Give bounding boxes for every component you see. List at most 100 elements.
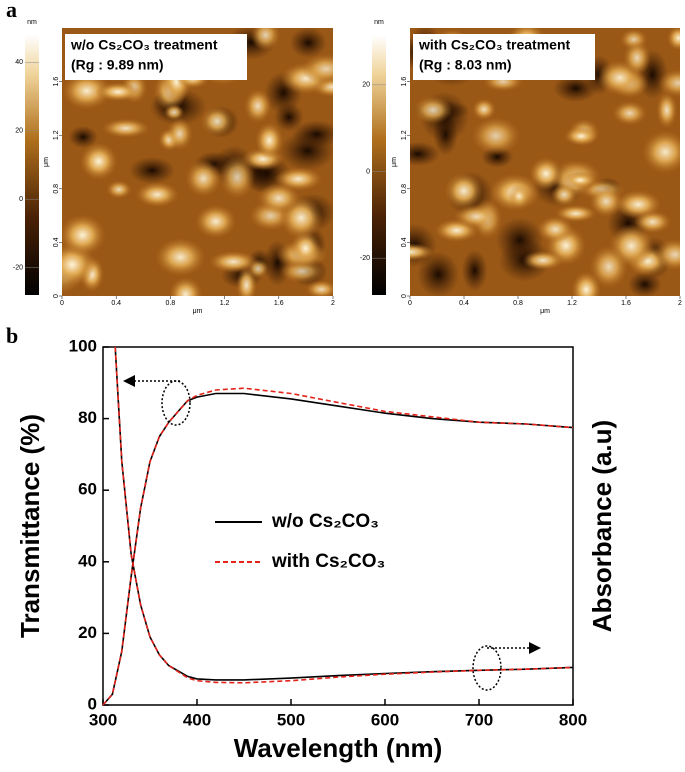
colorbar-unit: nm [374, 19, 384, 26]
legend-label: with Cs₂CO₃ [271, 551, 385, 572]
y-axis-label: Transmittance (%) [15, 414, 45, 638]
afm-grain [185, 159, 222, 198]
y-axis-label: μm [391, 157, 398, 167]
afm-pit [417, 251, 460, 296]
colorbar-tick-label: -20 [13, 264, 23, 271]
annotation-arrow [123, 375, 541, 691]
afm-grain [508, 184, 531, 209]
x-axis-label: μm [540, 308, 550, 315]
afm-grain [290, 230, 321, 266]
afm-pit [129, 156, 176, 185]
y-axis-label: μm [43, 157, 50, 167]
y-tick-label: 1.2 [401, 130, 408, 140]
afm-grain [305, 280, 333, 296]
afm-grain [641, 130, 680, 174]
x-tick-label: 0.8 [166, 300, 176, 307]
afm-grain [62, 71, 112, 110]
afm-grain [656, 91, 678, 129]
x-tick-label: 800 [559, 710, 587, 729]
panel-label: a [6, 0, 17, 22]
afm-grain [554, 204, 597, 223]
afm-grain [219, 155, 255, 199]
colorbar-tick-label: 20 [362, 82, 370, 89]
y-tick-label: 1.6 [53, 77, 60, 87]
afm-grain [62, 214, 106, 256]
y-tick-label: 100 [69, 336, 97, 355]
afm-grain [666, 28, 680, 51]
afm-pit [68, 125, 98, 149]
x-tick-label: 0.4 [111, 300, 121, 307]
y-tick-label: 40 [78, 551, 97, 570]
x-tick-label: 2 [331, 300, 335, 307]
afm-grain [79, 142, 118, 181]
y-tick-label: 0.4 [401, 237, 408, 247]
afm-grain [247, 258, 269, 279]
afm-pit [410, 141, 441, 167]
y-tick-label: 0.8 [53, 184, 60, 194]
afm-grain [521, 250, 564, 271]
x-tick-label: 0 [408, 300, 412, 307]
afm-grain [257, 182, 301, 214]
afm-grain [244, 88, 272, 124]
annotation-text: with Cs₂CO₃ treatment [418, 37, 570, 53]
x-tick-label: 2 [678, 300, 682, 307]
colorbar-tick-label: 20 [15, 128, 23, 135]
afm-grain [168, 276, 203, 296]
data-line [102, 392, 574, 706]
data-line [102, 387, 574, 706]
afm-grain [135, 181, 179, 208]
afm-grain [101, 118, 151, 138]
legend-label: w/o Cs₂CO₃ [271, 511, 379, 532]
annotation-box [65, 34, 247, 80]
y-tick-label: 0.4 [53, 237, 60, 247]
afm-grain [301, 53, 333, 84]
afm-grain [255, 122, 284, 159]
afm-image [410, 28, 680, 296]
x-tick-label: 1.2 [220, 300, 230, 307]
afm-grain [623, 40, 651, 76]
y-tick-label: 20 [78, 623, 97, 642]
y-tick-label: 1.2 [53, 130, 60, 140]
afm-grain [563, 126, 599, 146]
annotation-text: (Rg : 9.89 nm) [71, 57, 164, 73]
x-tick-label: 700 [465, 710, 493, 729]
x-tick-label: 600 [371, 710, 399, 729]
x-tick-label: 1.2 [567, 300, 577, 307]
afm-grain [274, 167, 323, 191]
y-tick-label: 0.8 [401, 184, 408, 194]
afm-grain [195, 204, 237, 239]
colorbar-tick-label: 0 [19, 196, 23, 203]
line-chart: 300 400 500 600 700 800 0 20 40 60 80 100 Wavelength… [15, 336, 617, 762]
afm-grain [453, 204, 499, 229]
afm-grain [472, 98, 496, 121]
afm-grain [589, 245, 629, 289]
afm-pit [289, 28, 327, 59]
afm-grain [612, 101, 647, 126]
afm-pit [461, 249, 488, 292]
plot-frame [102, 346, 574, 706]
afm-grain [589, 185, 624, 217]
y-tick-label: 1.6 [401, 77, 408, 87]
y-tick-label: 0 [401, 294, 408, 298]
colorbar [372, 35, 386, 295]
annotation-box [413, 34, 595, 80]
x-tick-label: 0 [60, 300, 64, 307]
afm-pit [291, 120, 333, 149]
afm-grain [250, 28, 281, 51]
y-tick-label: 80 [78, 408, 97, 427]
colorbar-tick-label: 0 [366, 168, 370, 175]
x-tick-label: 0.4 [459, 300, 469, 307]
afm-grain [444, 172, 484, 210]
afm-grain [471, 116, 521, 155]
afm-grain [657, 69, 680, 98]
afm-grain [413, 96, 453, 124]
colorbar-tick-label: 40 [15, 59, 23, 66]
data-line [114, 346, 574, 684]
x-tick-label: 0.8 [513, 300, 523, 307]
colorbar-unit: nm [27, 19, 37, 26]
x-axis-label: Wavelength (nm) [234, 733, 442, 763]
annotation-text: (Rg : 8.03 nm) [419, 57, 512, 73]
afm-grain [653, 238, 680, 271]
afm-grain [95, 82, 141, 102]
